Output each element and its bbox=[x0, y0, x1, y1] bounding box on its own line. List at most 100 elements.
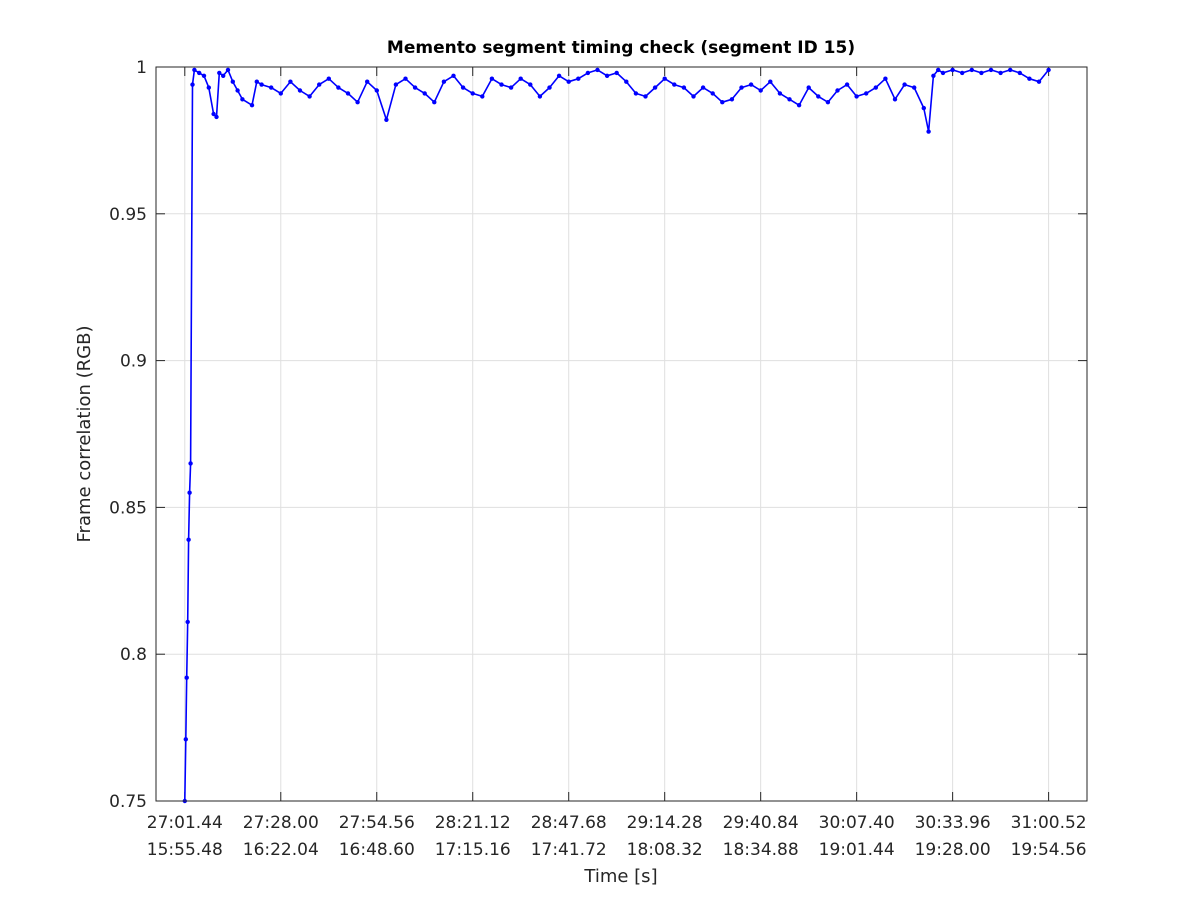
x-tick-label-row1: 29:40.84 bbox=[723, 813, 799, 833]
x-tick-label-row1: 30:33.96 bbox=[915, 813, 991, 833]
data-point bbox=[758, 88, 763, 93]
data-point bbox=[614, 70, 619, 76]
data-point bbox=[566, 79, 571, 84]
data-point bbox=[844, 82, 850, 87]
x-tick-label-row2: 15:55.48 bbox=[147, 840, 223, 860]
data-point bbox=[499, 82, 504, 87]
data-point bbox=[835, 88, 840, 93]
data-point bbox=[190, 82, 195, 87]
data-point bbox=[816, 94, 821, 99]
data-point bbox=[480, 94, 485, 99]
data-point bbox=[188, 461, 193, 466]
x-tick-label-row1: 29:14.28 bbox=[627, 813, 703, 833]
data-point bbox=[206, 85, 211, 90]
data-point bbox=[806, 85, 811, 90]
data-point bbox=[1017, 70, 1022, 76]
data-point bbox=[197, 70, 202, 76]
data-point bbox=[249, 103, 255, 108]
x-tick-label-row2: 18:34.88 bbox=[723, 840, 799, 860]
y-tick-labels: 0.75 0.8 0.85 0.9 0.95 1 bbox=[109, 58, 147, 812]
data-point bbox=[854, 94, 859, 99]
data-point bbox=[825, 100, 831, 105]
y-axis-label: Frame correlation (RGB) bbox=[74, 326, 95, 543]
data-point bbox=[221, 73, 226, 79]
data-point bbox=[768, 79, 773, 84]
data-point bbox=[278, 91, 283, 96]
data-point bbox=[201, 73, 207, 79]
data-point bbox=[931, 73, 936, 79]
data-point bbox=[269, 85, 274, 90]
data-point bbox=[672, 82, 677, 87]
data-point bbox=[936, 67, 941, 73]
data-point bbox=[326, 76, 331, 81]
data-point bbox=[662, 76, 667, 81]
data-point bbox=[739, 85, 744, 90]
data-point bbox=[537, 94, 543, 99]
data-point bbox=[186, 537, 191, 542]
data-point bbox=[393, 82, 399, 87]
x-tick-label-row1: 27:54.56 bbox=[339, 813, 415, 833]
data-point bbox=[441, 79, 447, 84]
data-point bbox=[345, 91, 351, 96]
x-tick-label-row2: 19:28.00 bbox=[915, 840, 991, 860]
data-point bbox=[787, 97, 792, 102]
y-tick-label: 0.8 bbox=[120, 645, 147, 665]
data-point bbox=[192, 67, 197, 73]
data-point bbox=[547, 85, 552, 90]
data-point bbox=[1008, 67, 1013, 73]
data-point bbox=[384, 117, 389, 123]
x-tick-label-row1: 28:47.68 bbox=[531, 813, 607, 833]
data-point bbox=[489, 76, 495, 81]
data-point bbox=[374, 88, 379, 93]
plot-frame bbox=[155, 66, 1088, 802]
data-point bbox=[691, 94, 696, 99]
data-point bbox=[873, 85, 878, 90]
data-point bbox=[585, 70, 591, 76]
data-point bbox=[451, 73, 456, 79]
x-tick-label-row2: 17:15.16 bbox=[435, 840, 511, 860]
data-point bbox=[365, 79, 370, 84]
x-tick-label-row2: 19:01.44 bbox=[819, 840, 895, 860]
data-point bbox=[355, 100, 360, 105]
plot-area bbox=[156, 67, 1087, 801]
data-point bbox=[604, 73, 610, 79]
data-point bbox=[307, 94, 312, 99]
series-layer bbox=[182, 67, 1051, 804]
data-point bbox=[892, 97, 898, 102]
chart-title: Memento segment timing check (segment ID… bbox=[387, 38, 855, 58]
data-point bbox=[979, 70, 984, 76]
data-point bbox=[214, 114, 219, 120]
data-point bbox=[960, 70, 965, 76]
data-point bbox=[921, 105, 926, 111]
data-point bbox=[912, 85, 917, 90]
y-tick-label: 0.9 bbox=[120, 352, 147, 372]
y-tick-label: 0.95 bbox=[109, 205, 147, 225]
data-point bbox=[187, 490, 192, 495]
data-point bbox=[240, 97, 245, 102]
data-point bbox=[211, 111, 216, 117]
data-point bbox=[969, 67, 974, 73]
data-point bbox=[633, 91, 639, 96]
data-point bbox=[777, 91, 783, 96]
data-point bbox=[230, 79, 235, 84]
data-point bbox=[950, 67, 955, 73]
data-point bbox=[576, 76, 581, 81]
x-tick-label-row2: 16:22.04 bbox=[243, 840, 319, 860]
data-point bbox=[1036, 79, 1042, 84]
x-tick-label-row2: 19:54.56 bbox=[1011, 840, 1087, 860]
data-point bbox=[595, 67, 600, 73]
data-point bbox=[864, 91, 869, 96]
data-point bbox=[528, 82, 533, 87]
data-point bbox=[998, 70, 1003, 76]
data-point bbox=[748, 82, 754, 87]
data-point bbox=[796, 103, 802, 108]
y-tick-label: 0.85 bbox=[109, 498, 147, 518]
data-point bbox=[643, 94, 648, 99]
data-point bbox=[317, 82, 322, 87]
data-point bbox=[1046, 67, 1051, 73]
data-point bbox=[422, 91, 427, 96]
data-point bbox=[940, 70, 946, 76]
data-point bbox=[259, 82, 264, 87]
data-point bbox=[902, 82, 907, 87]
